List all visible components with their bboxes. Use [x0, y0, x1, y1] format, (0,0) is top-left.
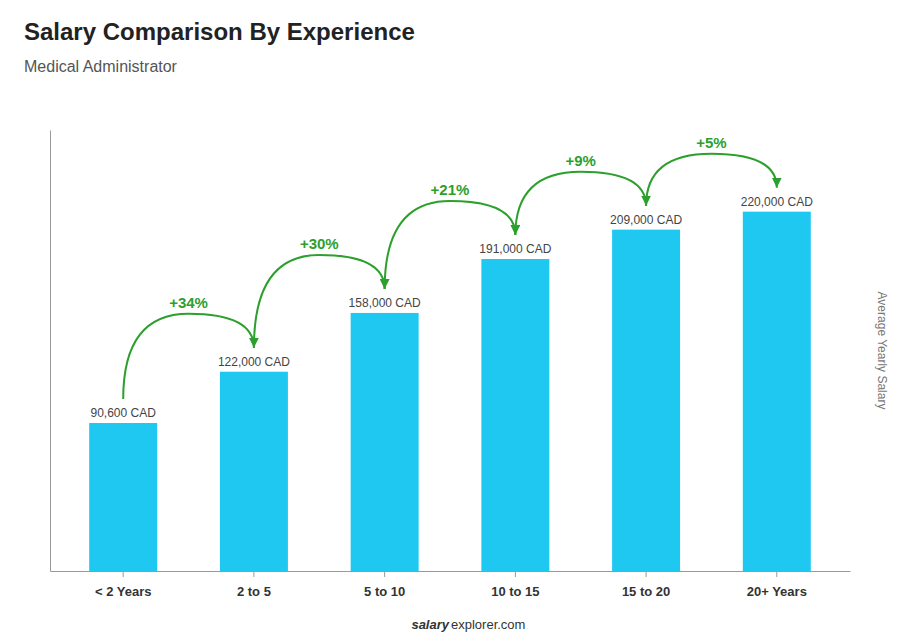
x-axis: < 2 Years 2 to 5 5 to 10 10 to 15 15 to 20 20… [51, 571, 851, 599]
change-arrow [515, 172, 646, 235]
change-arrow [646, 154, 777, 206]
x-tick-mark [646, 571, 647, 577]
change-arrow [254, 255, 385, 348]
data-label: 122,000 CAD [218, 355, 290, 369]
y-axis-line [50, 131, 51, 572]
data-label: 220,000 CAD [741, 195, 813, 209]
change-label: +5% [696, 134, 726, 151]
footer-bold: salary [411, 617, 449, 632]
bar [220, 372, 288, 571]
bar [481, 259, 549, 571]
x-tick-mark [253, 571, 254, 577]
data-labels: 90,600 CAD 122,000 CAD 158,000 CAD 191,000 … [91, 195, 814, 420]
x-tick: 20+ Years [747, 571, 807, 599]
plot-area: < 2 Years 2 to 5 5 to 10 10 to 15 15 to 20 20… [51, 131, 851, 599]
data-label: 90,600 CAD [91, 406, 157, 420]
x-tick: < 2 Years [95, 571, 152, 599]
x-tick-mark [776, 571, 777, 577]
change-label: +21% [431, 181, 470, 198]
bar [612, 230, 680, 571]
x-tick-mark [384, 571, 385, 577]
x-tick-label: 10 to 15 [491, 584, 539, 599]
x-tick: 5 to 10 [364, 571, 405, 599]
change-label: +30% [300, 235, 339, 252]
chart-container: Salary Comparison By Experience Medical A… [0, 0, 900, 641]
bars [89, 212, 811, 571]
bar [743, 212, 811, 571]
x-tick-label: 2 to 5 [237, 584, 271, 599]
change-arrow [123, 314, 254, 399]
bar [89, 423, 157, 571]
data-label: 191,000 CAD [479, 242, 551, 256]
title: Salary Comparison By Experience [24, 18, 415, 45]
x-tick-mark [515, 571, 516, 577]
x-axis-line [51, 571, 851, 572]
x-tick-mark [123, 571, 124, 577]
x-tick: 10 to 15 [491, 571, 539, 599]
y-axis [50, 131, 51, 572]
y-label: Average Yearly Salary [875, 292, 889, 410]
change-label: +34% [169, 294, 208, 311]
chart-svg: Salary Comparison By Experience Medical A… [0, 0, 900, 641]
subtitle: Medical Administrator [24, 58, 178, 75]
x-tick-label: 20+ Years [747, 584, 807, 599]
footer-regular: explorer.com [451, 617, 525, 632]
x-tick: 2 to 5 [237, 571, 271, 599]
data-label: 158,000 CAD [349, 296, 421, 310]
change-arrow [385, 201, 516, 289]
x-tick-label: < 2 Years [95, 584, 152, 599]
change-label: +9% [565, 152, 595, 169]
annotations: +34% +30% +21% +9% +5% [123, 134, 777, 399]
x-tick: 15 to 20 [622, 571, 670, 599]
data-label: 209,000 CAD [610, 213, 682, 227]
x-tick-label: 5 to 10 [364, 584, 405, 599]
x-tick-label: 15 to 20 [622, 584, 670, 599]
bar [351, 313, 419, 571]
